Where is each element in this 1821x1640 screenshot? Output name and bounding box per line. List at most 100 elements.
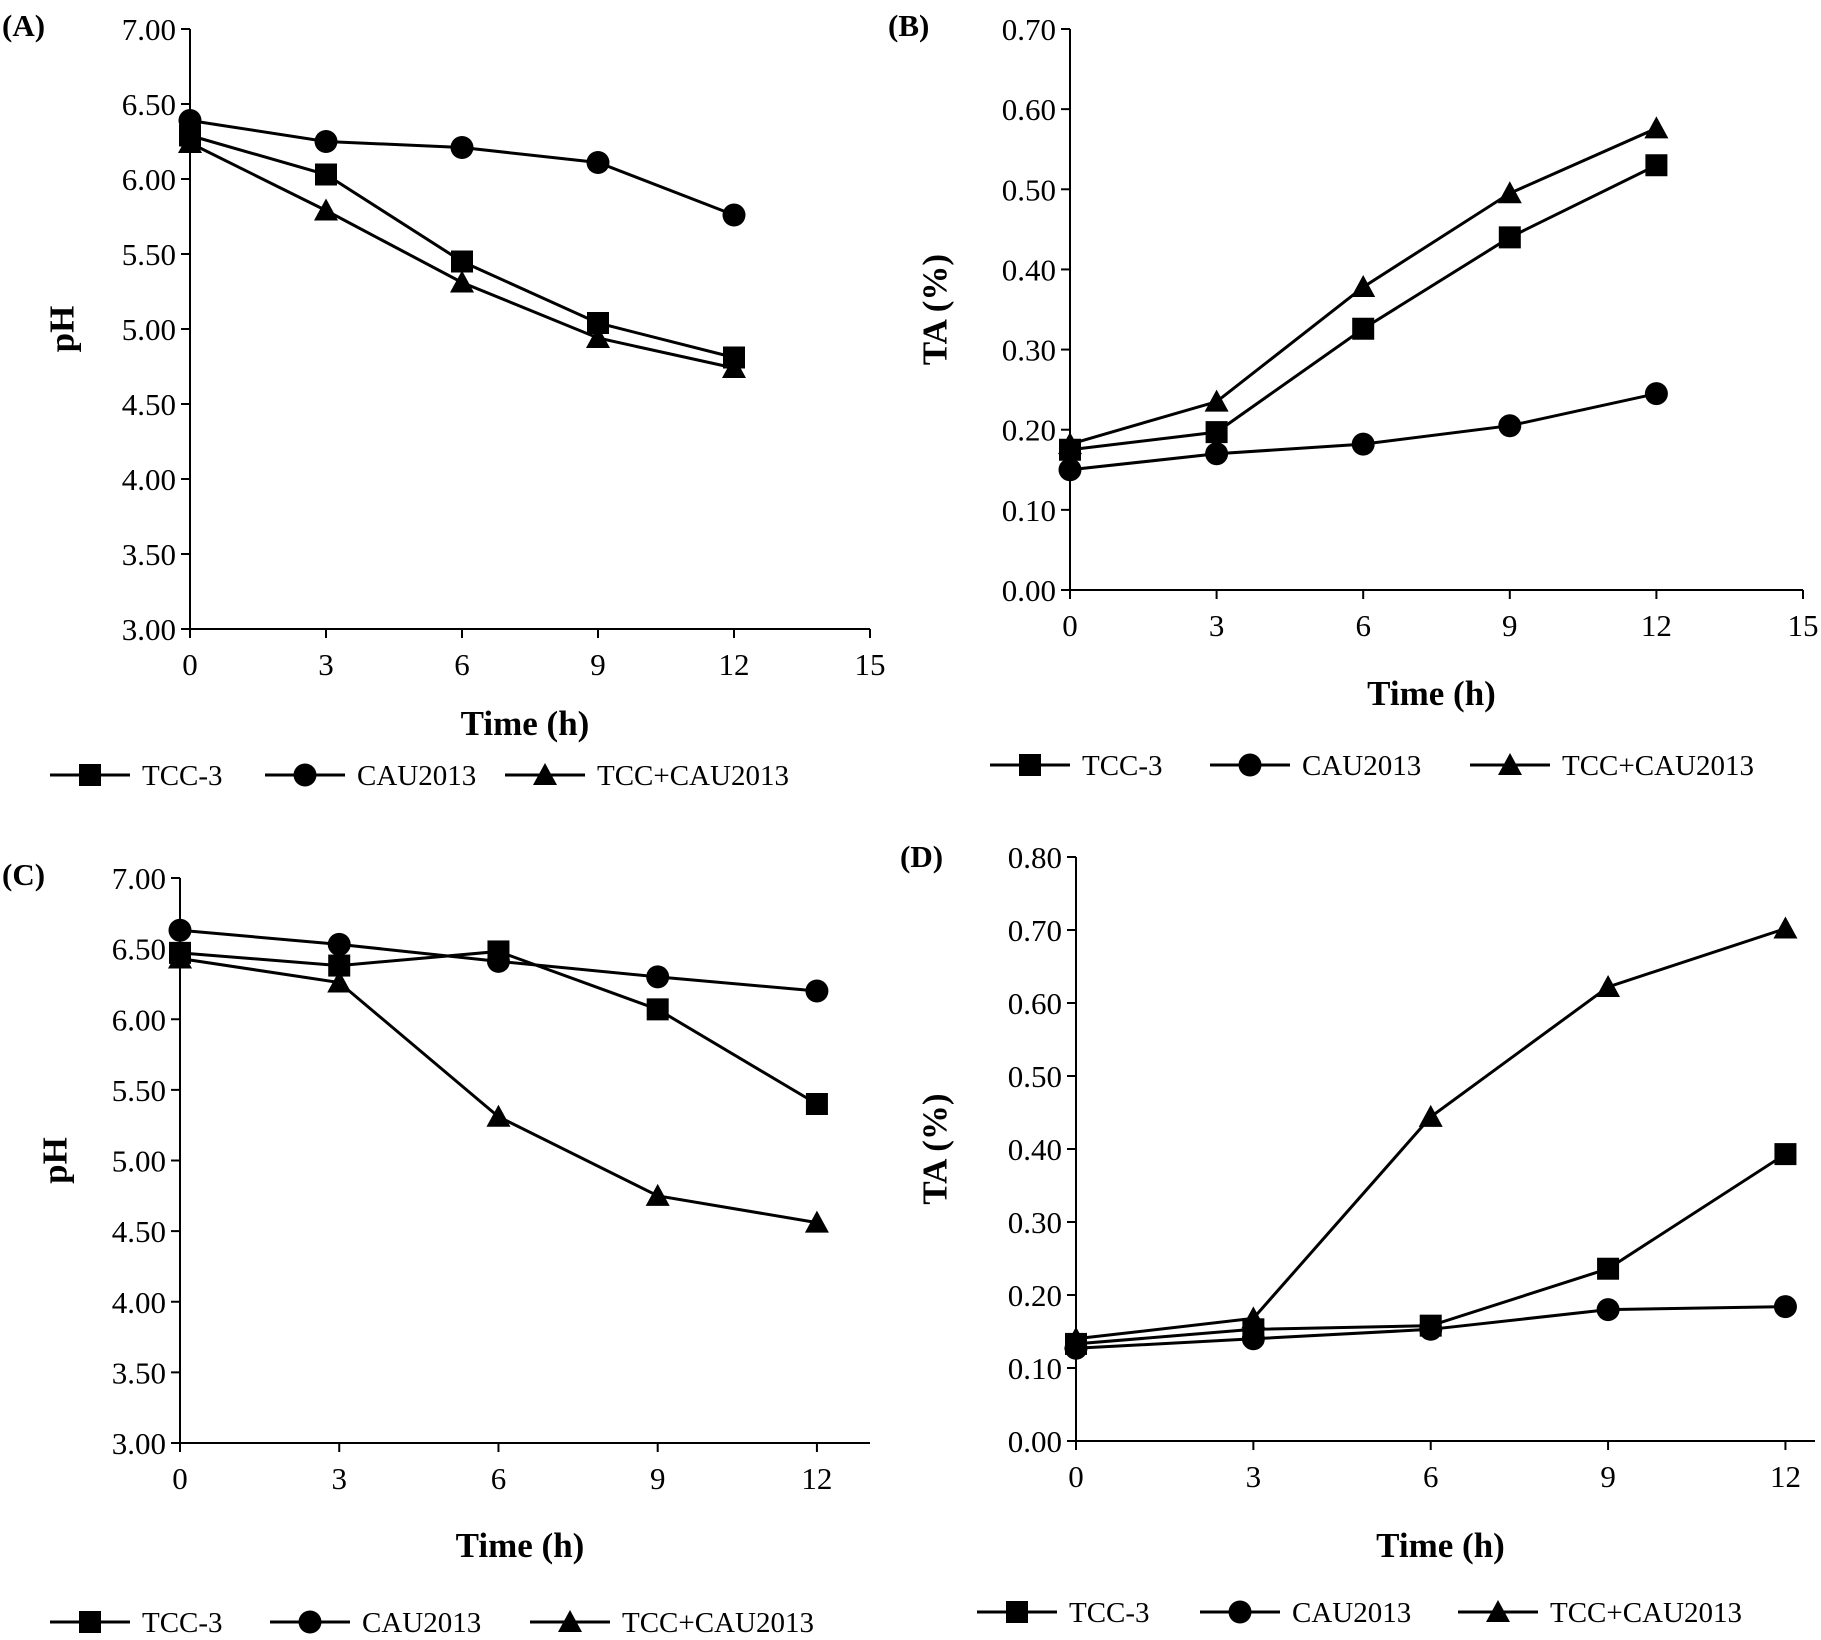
x-tick-label: 6 <box>1355 608 1371 643</box>
x-tick-label: 12 <box>801 1461 832 1496</box>
legend: TCC-3 CAU2013 TCC+CAU2013 <box>990 750 1754 782</box>
x-tick-label: 6 <box>491 1461 507 1496</box>
legend-item: CAU2013 <box>270 1607 481 1639</box>
series-circle <box>1064 1295 1797 1360</box>
y-tick-label: 6.50 <box>112 932 166 967</box>
data-point <box>587 312 609 334</box>
x-tick-label: 3 <box>331 1461 347 1496</box>
legend-item: TCC-3 <box>990 750 1163 782</box>
legend-label: CAU2013 <box>1302 750 1421 782</box>
series-circle <box>178 109 746 227</box>
data-point <box>486 949 510 973</box>
y-tick-label: 0.40 <box>1002 252 1056 287</box>
y-tick-label: 3.00 <box>112 1426 166 1461</box>
legend-label: TCC+CAU2013 <box>1562 750 1754 782</box>
panel-label: (D) <box>900 839 943 874</box>
legend-marker <box>79 764 101 786</box>
data-point <box>1204 389 1229 412</box>
x-tick-label: 9 <box>1600 1459 1616 1494</box>
x-axis-title: Time (h) <box>456 1526 585 1565</box>
data-point <box>1064 1326 1088 1349</box>
legend: TCC-3 CAU2013 TCC+CAU2013 <box>977 1597 1742 1629</box>
x-tick-label: 9 <box>590 647 606 682</box>
x-axis-title: Time (h) <box>1367 674 1496 713</box>
legend-label: TCC-3 <box>142 1607 223 1639</box>
legend-marker <box>79 1611 101 1633</box>
legend-item: CAU2013 <box>1210 750 1421 782</box>
legend-label: TCC+CAU2013 <box>597 760 789 792</box>
data-point <box>1058 458 1082 482</box>
legend-label: TCC-3 <box>1082 750 1163 782</box>
y-tick-label: 0.60 <box>1008 986 1062 1021</box>
data-point <box>1644 382 1668 406</box>
data-point <box>1419 1317 1443 1341</box>
y-axis-title: pH <box>36 1137 75 1184</box>
legend-marker <box>1019 754 1041 776</box>
panel-d: 0.00 0.10 0.20 0.30 0.40 0.50 0.60 0.70 0.80 0 3 6 9… <box>900 839 1815 1629</box>
y-tick-label: 0.70 <box>1008 913 1062 948</box>
data-point <box>450 136 474 159</box>
data-point <box>646 965 670 989</box>
data-point <box>1596 974 1621 997</box>
y-tick-label: 6.00 <box>122 162 176 197</box>
series-line <box>189 119 735 217</box>
y-tick-label: 3.00 <box>122 612 176 647</box>
panel-c: 3.00 3.50 4.00 4.50 5.00 5.50 6.00 6.50 7.00 0 3 6 9… <box>2 857 870 1639</box>
x-tick-label: 6 <box>454 647 470 682</box>
x-tick-label: 3 <box>318 647 334 682</box>
x-axis-title: Time (h) <box>461 704 590 743</box>
y-tick-label: 0.40 <box>1008 1132 1062 1167</box>
legend-item: TCC+CAU2013 <box>1470 750 1754 782</box>
y-tick-label: 0.80 <box>1008 840 1062 875</box>
data-point <box>1773 1295 1797 1319</box>
data-point <box>1498 226 1521 249</box>
x-tick-label: 12 <box>719 647 750 682</box>
x-tick-label: 0 <box>1068 1459 1084 1494</box>
x-tick-label: 0 <box>1062 608 1078 643</box>
y-tick-label: 0.10 <box>1008 1351 1062 1386</box>
data-point <box>1597 1257 1620 1280</box>
x-tick-label: 0 <box>172 1461 188 1496</box>
x-tick-label: 6 <box>1423 1459 1439 1494</box>
data-point <box>451 250 473 273</box>
data-point <box>805 979 829 1003</box>
y-tick-label: 0.20 <box>1002 413 1056 448</box>
y-tick-label: 0.30 <box>1008 1205 1062 1240</box>
panel-a: 3.00 3.50 4.00 4.50 5.00 5.50 6.00 6.50 7.00 0 3 6 9… <box>2 8 886 792</box>
y-tick-label: 4.00 <box>122 462 176 497</box>
data-point <box>178 109 202 132</box>
data-point <box>1351 275 1376 298</box>
panel-label: (B) <box>888 8 929 43</box>
x-tick-label: 15 <box>1788 608 1819 643</box>
legend-item: TCC+CAU2013 <box>1458 1597 1742 1629</box>
legend-label: TCC+CAU2013 <box>622 1607 814 1639</box>
data-point <box>327 970 352 993</box>
data-point <box>645 1183 670 1206</box>
legend-label: TCC-3 <box>142 760 223 792</box>
legend-item: TCC-3 <box>50 1607 223 1639</box>
legend-label: TCC+CAU2013 <box>1550 1597 1742 1629</box>
series-triangle <box>168 946 829 1233</box>
y-tick-label: 3.50 <box>122 537 176 572</box>
data-point <box>1352 317 1375 340</box>
data-point <box>450 270 474 293</box>
series-circle <box>168 918 829 1003</box>
y-tick-label: 4.00 <box>112 1285 166 1320</box>
legend-marker <box>558 1610 582 1632</box>
legend-label: TCC-3 <box>1069 1597 1150 1629</box>
x-tick-label: 9 <box>1502 608 1518 643</box>
y-axis-title: TA (%) <box>916 254 955 365</box>
data-point <box>1497 181 1522 204</box>
series-line <box>1069 392 1657 472</box>
data-point <box>178 131 202 153</box>
panel-b: 0.00 0.10 0.20 0.30 0.40 0.50 0.60 0.70 0 3 6 9 12 15… <box>888 8 1819 782</box>
y-tick-label: 0.60 <box>1002 92 1056 127</box>
series-circle <box>1058 382 1668 482</box>
y-tick-label: 5.50 <box>112 1073 166 1108</box>
legend-marker <box>293 763 317 787</box>
series-square <box>1059 154 1668 461</box>
series-triangle <box>178 131 746 378</box>
legend-marker <box>1006 1601 1028 1623</box>
y-tick-label: 7.00 <box>122 12 176 47</box>
legend-label: CAU2013 <box>1292 1597 1411 1629</box>
